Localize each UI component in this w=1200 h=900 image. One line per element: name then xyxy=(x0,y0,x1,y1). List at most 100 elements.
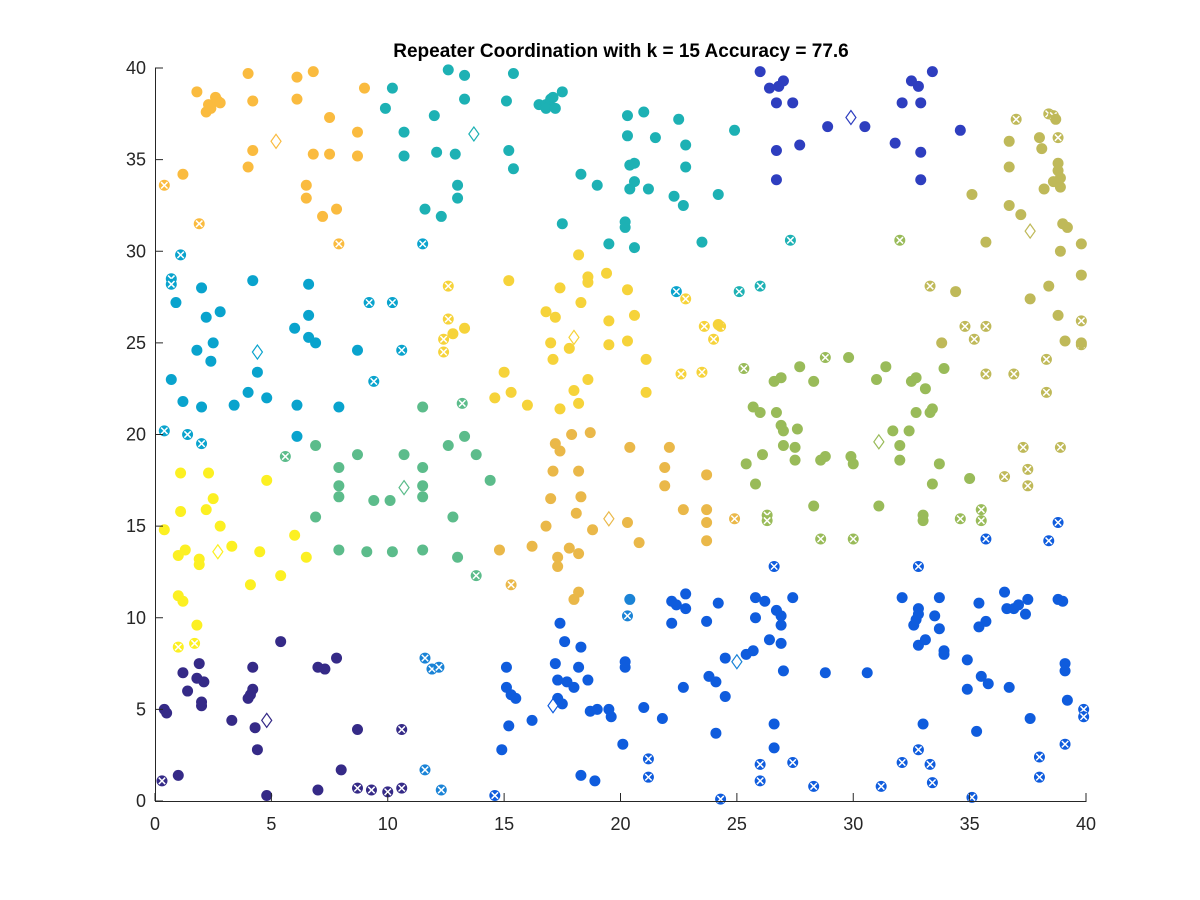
data-point xyxy=(177,667,189,679)
x-tick-label: 15 xyxy=(494,814,514,834)
data-point xyxy=(324,148,336,160)
data-point xyxy=(175,467,187,479)
misclassified-point xyxy=(924,758,936,770)
data-point xyxy=(961,654,973,666)
misclassified-point xyxy=(456,397,468,409)
y-tick-label: 10 xyxy=(126,608,146,628)
data-point xyxy=(549,102,561,114)
data-point xyxy=(179,544,191,556)
data-point xyxy=(710,727,722,739)
data-point xyxy=(449,148,461,160)
misclassified-point xyxy=(815,533,827,545)
data-point xyxy=(1061,694,1073,706)
data-point xyxy=(789,441,801,453)
misclassified-point xyxy=(1052,516,1064,528)
data-point xyxy=(582,674,594,686)
data-point xyxy=(1003,199,1015,211)
data-point xyxy=(568,681,580,693)
misclassified-point xyxy=(894,234,906,246)
data-point xyxy=(158,524,170,536)
misclassified-point xyxy=(761,515,773,527)
data-point xyxy=(386,546,398,558)
misclassified-point xyxy=(396,782,408,794)
cluster-center xyxy=(603,510,615,527)
data-point xyxy=(307,148,319,160)
data-point xyxy=(261,474,273,486)
misclassified-point xyxy=(368,375,380,387)
data-point xyxy=(910,407,922,419)
misclassified-point xyxy=(433,661,445,673)
data-point xyxy=(573,465,585,477)
data-point xyxy=(642,183,654,195)
data-point xyxy=(324,111,336,123)
misclassified-point xyxy=(505,579,517,591)
data-point xyxy=(196,401,208,413)
data-point xyxy=(794,361,806,373)
data-point xyxy=(999,586,1011,598)
data-point xyxy=(1022,593,1034,605)
misclassified-point xyxy=(442,313,454,325)
cluster-center xyxy=(212,543,224,560)
data-point xyxy=(701,469,713,481)
data-point xyxy=(638,106,650,118)
data-point xyxy=(1003,135,1015,147)
cluster-center xyxy=(731,653,743,670)
data-point xyxy=(912,80,924,92)
data-point xyxy=(556,218,568,230)
data-point xyxy=(1057,595,1069,607)
data-point xyxy=(929,610,941,622)
misclassified-point xyxy=(158,425,170,437)
data-point xyxy=(763,82,775,94)
data-point xyxy=(582,276,594,288)
data-point xyxy=(859,121,871,133)
data-point xyxy=(556,86,568,98)
data-point xyxy=(398,150,410,162)
data-point xyxy=(170,297,182,309)
data-point xyxy=(719,691,731,703)
data-point xyxy=(1013,599,1025,611)
data-point xyxy=(431,146,443,158)
misclassified-point xyxy=(1033,771,1045,783)
data-point xyxy=(335,764,347,776)
data-point xyxy=(575,297,587,309)
data-point xyxy=(889,137,901,149)
data-point xyxy=(926,478,938,490)
data-point xyxy=(496,744,508,756)
data-point xyxy=(312,784,324,796)
data-point xyxy=(587,524,599,536)
data-point xyxy=(777,439,789,451)
data-point xyxy=(303,278,315,290)
misclassified-point xyxy=(959,320,971,332)
data-point xyxy=(503,720,515,732)
data-point xyxy=(749,478,761,490)
data-point xyxy=(417,544,429,556)
data-point xyxy=(603,238,615,250)
misclassified-point xyxy=(1022,463,1034,475)
data-point xyxy=(633,537,645,549)
misclassified-point xyxy=(896,757,908,769)
misclassified-point xyxy=(975,504,987,516)
misclassified-point xyxy=(729,513,741,525)
data-point xyxy=(435,210,447,222)
misclassified-point xyxy=(738,363,750,375)
data-point xyxy=(573,397,585,409)
data-point xyxy=(768,718,780,730)
misclassified-point xyxy=(396,724,408,736)
misclassified-point xyxy=(642,753,654,765)
data-point xyxy=(254,546,266,558)
data-point xyxy=(417,491,429,503)
misclassified-point xyxy=(438,346,450,358)
data-point xyxy=(226,540,238,552)
data-point xyxy=(507,67,519,79)
misclassified-point xyxy=(912,560,924,572)
data-point xyxy=(663,441,675,453)
data-point xyxy=(808,375,820,387)
data-point xyxy=(398,126,410,138)
misclassified-point xyxy=(435,784,447,796)
data-point xyxy=(938,363,950,375)
misclassified-point xyxy=(175,249,187,261)
data-point xyxy=(794,139,806,151)
data-point xyxy=(214,97,226,109)
data-point xyxy=(351,449,363,461)
data-point xyxy=(540,306,552,318)
